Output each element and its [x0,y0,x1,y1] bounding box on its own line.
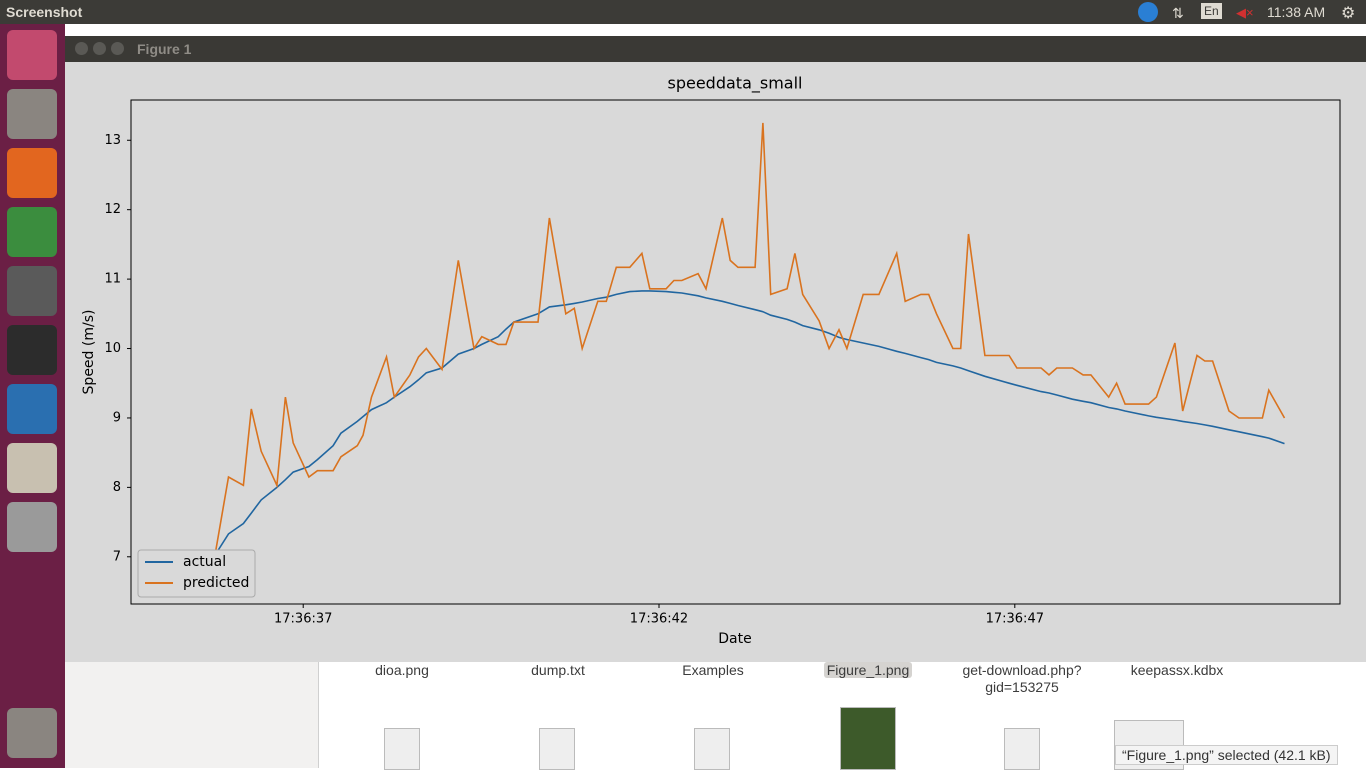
file-name[interactable]: dioa.png [375,662,429,678]
files-icon[interactable] [7,89,57,139]
app-icon[interactable] [7,443,57,493]
keyboard-indicator[interactable]: En [1201,3,1222,19]
file-name[interactable]: keepassx.kdbx [1130,662,1224,678]
sound-icon[interactable]: ◀× [1236,5,1254,20]
y-tick-label: 9 [113,410,121,425]
plot-area [130,99,1341,605]
status-bar: “Figure_1.png” selected (42.1 kB) [1115,745,1338,765]
series-line [204,290,1285,572]
window-titlebar: Figure 1 [65,36,1366,62]
x-tick-label: 17:36:42 [630,612,688,627]
chart-title: speeddata_small [668,74,803,94]
y-tick-label: 8 [113,480,121,495]
y-axis-label: Speed (m/s) [81,310,97,395]
app-icon[interactable] [7,266,57,316]
series-group [204,122,1286,592]
file-icon[interactable] [384,728,420,770]
screenshot-icon[interactable] [7,502,57,552]
file-name[interactable]: dump.txt [531,662,585,678]
file-icon[interactable] [694,728,730,770]
window-title: Figure 1 [137,41,192,57]
vscode-icon[interactable] [7,384,57,434]
legend-label: predicted [183,575,249,591]
y-tick-label: 7 [113,549,121,564]
x-tick-label: 17:36:37 [274,612,332,627]
legend-label: actual [183,554,226,570]
teamviewer-icon[interactable] [1138,2,1158,22]
chrome-icon[interactable] [7,207,57,257]
file-name[interactable]: get-download.php? gid=153275 [962,662,1082,695]
x-axis-label: Date [718,631,751,647]
file-name[interactable]: Figure_1.png [793,662,943,679]
file-name[interactable]: Examples [682,662,744,678]
trash-icon[interactable] [7,708,57,758]
image-thumbnail[interactable] [840,707,896,770]
x-tick-label: 17:36:47 [986,612,1044,627]
sidebar [65,662,319,768]
settings-icon[interactable]: ⚙ [1341,5,1356,22]
maximize-button[interactable] [111,42,124,55]
y-tick-label: 13 [104,133,121,148]
close-button[interactable] [75,42,88,55]
clock[interactable]: 11:38 AM [1267,4,1326,20]
file-manager: dioa.png dump.txt Examples Figure_1.png … [65,662,1366,770]
minimize-button[interactable] [93,42,106,55]
file-icon[interactable] [539,728,575,770]
y-tick-label: 10 [104,341,121,356]
selected-file-name[interactable]: Figure_1.png [823,662,913,678]
firefox-icon[interactable] [7,148,57,198]
file-icon[interactable] [1004,728,1040,770]
network-icon[interactable]: ⇅ [1172,5,1184,21]
top-bar: Screenshot ⇅ En ◀× 11:38 AM ⚙ [0,0,1366,24]
y-tick-label: 11 [104,272,121,287]
terminal-icon[interactable] [7,325,57,375]
launcher [0,24,65,768]
y-tick-label: 12 [104,202,121,217]
chart: speeddata_small Date Speed (m/s) 7 8 9 10 11… [81,74,1341,647]
series-line [204,122,1286,592]
dash-icon[interactable] [7,30,57,80]
app-title: Screenshot [6,4,83,20]
